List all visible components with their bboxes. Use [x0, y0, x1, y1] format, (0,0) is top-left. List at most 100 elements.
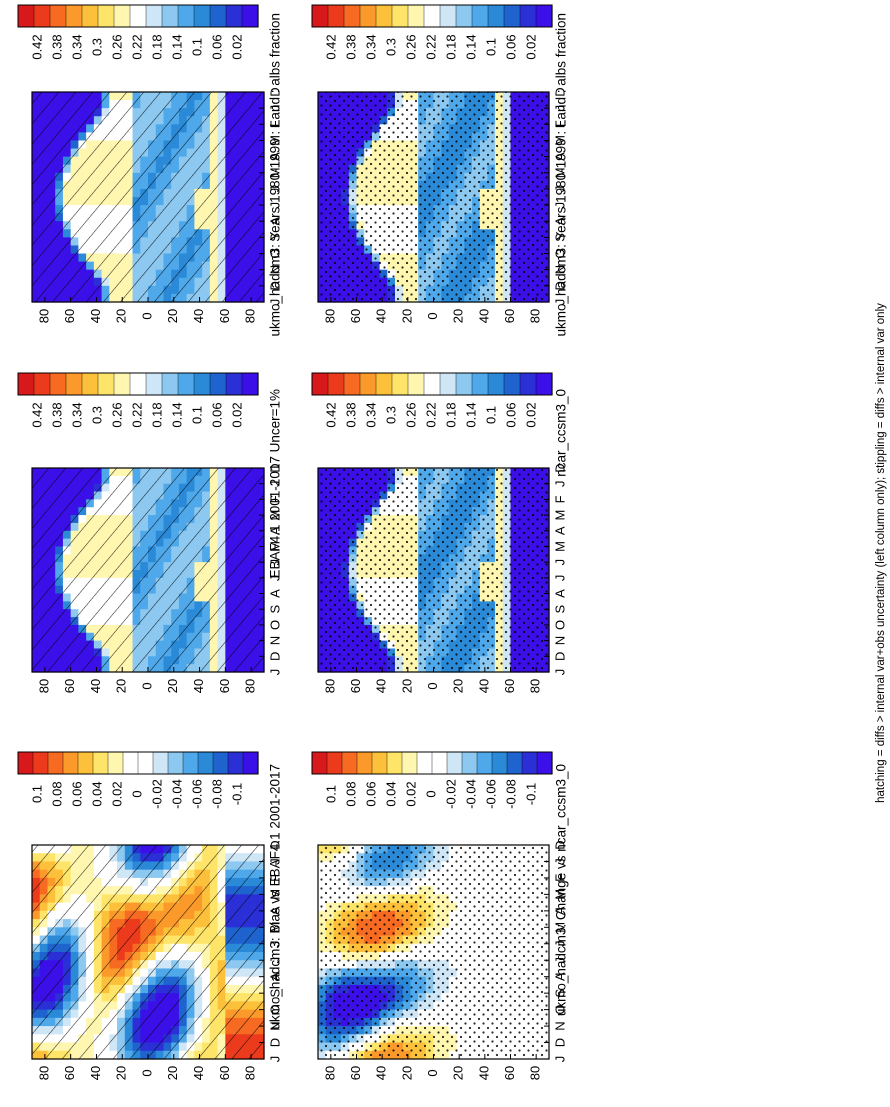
colorbar-swatch: [225, 4, 243, 28]
colorbar-swatch: [145, 372, 163, 396]
colorbar-swatch: [33, 4, 51, 28]
x-tick-label: D: [267, 1038, 282, 1047]
x-tick-label: J: [552, 559, 567, 566]
colorbar-swatch: [311, 4, 329, 28]
x-tick-label: F: [552, 120, 567, 128]
x-tick-label: S: [552, 605, 567, 614]
colorbar-swatch: [177, 4, 195, 28]
colorbar-label: 0.02: [229, 34, 244, 59]
colorbar-swatch: [177, 372, 195, 396]
x-tick-label: J: [267, 1056, 282, 1063]
colorbar-label: 0.3: [383, 406, 398, 424]
x-tick-label: D: [552, 281, 567, 290]
colorbar-swatch: [209, 372, 227, 396]
colorbar-swatch: [113, 372, 131, 396]
y-tick-label: 20: [114, 679, 129, 693]
colorbar-swatch: [81, 372, 99, 396]
colorbar-label: 0.26: [403, 34, 418, 59]
x-tick-label: O: [267, 1005, 282, 1015]
y-tick-label: 20: [399, 679, 414, 693]
colorbar-swatch: [107, 751, 124, 775]
colorbar-swatch: [81, 4, 99, 28]
colorbar: 0.42 0.38 0.34 0.3 0.26 0.22 0.18 0.14 0.1 0.06 0.…: [17, 4, 259, 60]
colorbar-swatch: [519, 4, 537, 28]
y-tick-label: 80: [322, 309, 337, 323]
colorbar-swatch: [359, 4, 377, 28]
y-tick-label: 20: [451, 309, 466, 323]
colorbar-label: 0.38: [343, 402, 358, 427]
colorbar-label: 0.38: [49, 34, 64, 59]
y-tick-label: 0: [139, 1069, 154, 1076]
colorbar-swatch: [227, 751, 244, 775]
colorbar-swatch: [113, 4, 131, 28]
colorbar-label: 0.02: [523, 402, 538, 427]
x-tick-label: A: [552, 152, 567, 161]
panel-title: ukmo_hadcm3: Bias vs EBAF4.1 2001-2017: [268, 764, 283, 1030]
y-tick-label: 40: [191, 1066, 206, 1080]
colorbar-swatch: [65, 4, 83, 28]
colorbar-swatch: [182, 751, 199, 775]
colorbar-label: 0.14: [169, 34, 184, 59]
y-tick-label: 80: [36, 1066, 51, 1080]
colorbar-swatch: [32, 751, 49, 775]
colorbar-swatch: [92, 751, 109, 775]
colorbar: 0.42 0.38 0.34 0.3 0.26 0.22 0.18 0.14 0.1 0.06 0.…: [311, 4, 553, 60]
colorbar-label: 0.06: [503, 34, 518, 59]
x-tick-label: J: [552, 480, 567, 487]
y-tick-label: 80: [243, 1066, 258, 1080]
colorbar-swatch: [49, 372, 67, 396]
y-tick-label: 40: [374, 309, 389, 323]
colorbar-label: 0.26: [403, 402, 418, 427]
colorbar-swatch: [137, 751, 154, 775]
colorbar-swatch: [152, 751, 169, 775]
y-tick-label: 80: [36, 309, 51, 323]
colorbar-label: 0.06: [209, 34, 224, 59]
y-tick-label: 80: [322, 679, 337, 693]
colorbar-label: -0.04: [169, 779, 184, 809]
x-tick-label: O: [267, 620, 282, 630]
x-tick-label: D: [267, 840, 282, 849]
colorbar-label: -0.08: [209, 779, 224, 809]
y-tick-label: 40: [476, 309, 491, 323]
colorbar-swatch: [519, 372, 537, 396]
colorbar: 0.42 0.38 0.34 0.3 0.26 0.22 0.18 0.14 0.1 0.06 0.…: [311, 372, 553, 428]
x-tick-label: J: [267, 186, 282, 193]
colorbar-label: 0.3: [383, 38, 398, 56]
colorbar-label: 0.38: [343, 34, 358, 59]
colorbar-swatch: [193, 4, 211, 28]
colorbar-swatch: [503, 372, 521, 396]
x-tick-label: N: [267, 636, 282, 645]
y-tick-label: 20: [399, 309, 414, 323]
x-tick-label: J: [267, 957, 282, 964]
x-tick-label: O: [552, 620, 567, 630]
colorbar: 0.42 0.38 0.34 0.3 0.26 0.22 0.18 0.14 0.1 0.06 0.…: [17, 372, 259, 428]
colorbar-swatch: [359, 372, 377, 396]
colorbar-swatch: [122, 751, 139, 775]
x-tick-label: N: [267, 265, 282, 274]
colorbar-swatch: [455, 4, 473, 28]
x-tick-label: J: [267, 202, 282, 209]
colorbar-label: 0.38: [49, 402, 64, 427]
colorbar-label: 0.06: [503, 402, 518, 427]
colorbar-swatch: [407, 372, 425, 396]
panel-title: ukmo_hadcm3: Years 1980-1999 : Land : al…: [554, 13, 569, 336]
colorbar-swatch: [97, 4, 115, 28]
x-tick-label: A: [552, 526, 567, 535]
colorbar-swatch: [161, 372, 179, 396]
panel-title: EBAF4.1 2001-2017 Uncer=1%: [268, 389, 283, 579]
colorbar-label: 0: [129, 790, 144, 797]
colorbar-label: 0.42: [29, 34, 44, 59]
colorbar-label: 0.42: [323, 402, 338, 427]
colorbar-swatch: [535, 372, 553, 396]
x-tick-label: J: [267, 559, 282, 566]
colorbar-swatch: [167, 751, 184, 775]
x-tick-label: A: [552, 217, 567, 226]
colorbar-swatch: [242, 751, 259, 775]
colorbar-label: 0.22: [129, 34, 144, 59]
colorbar-label: 0.26: [109, 402, 124, 427]
y-tick-label: 60: [217, 1066, 232, 1080]
colorbar-label: 0.14: [169, 402, 184, 427]
x-tick-label: M: [267, 135, 282, 146]
colorbar-label: 0.18: [443, 402, 458, 427]
colorbar-label: 0.18: [443, 34, 458, 59]
